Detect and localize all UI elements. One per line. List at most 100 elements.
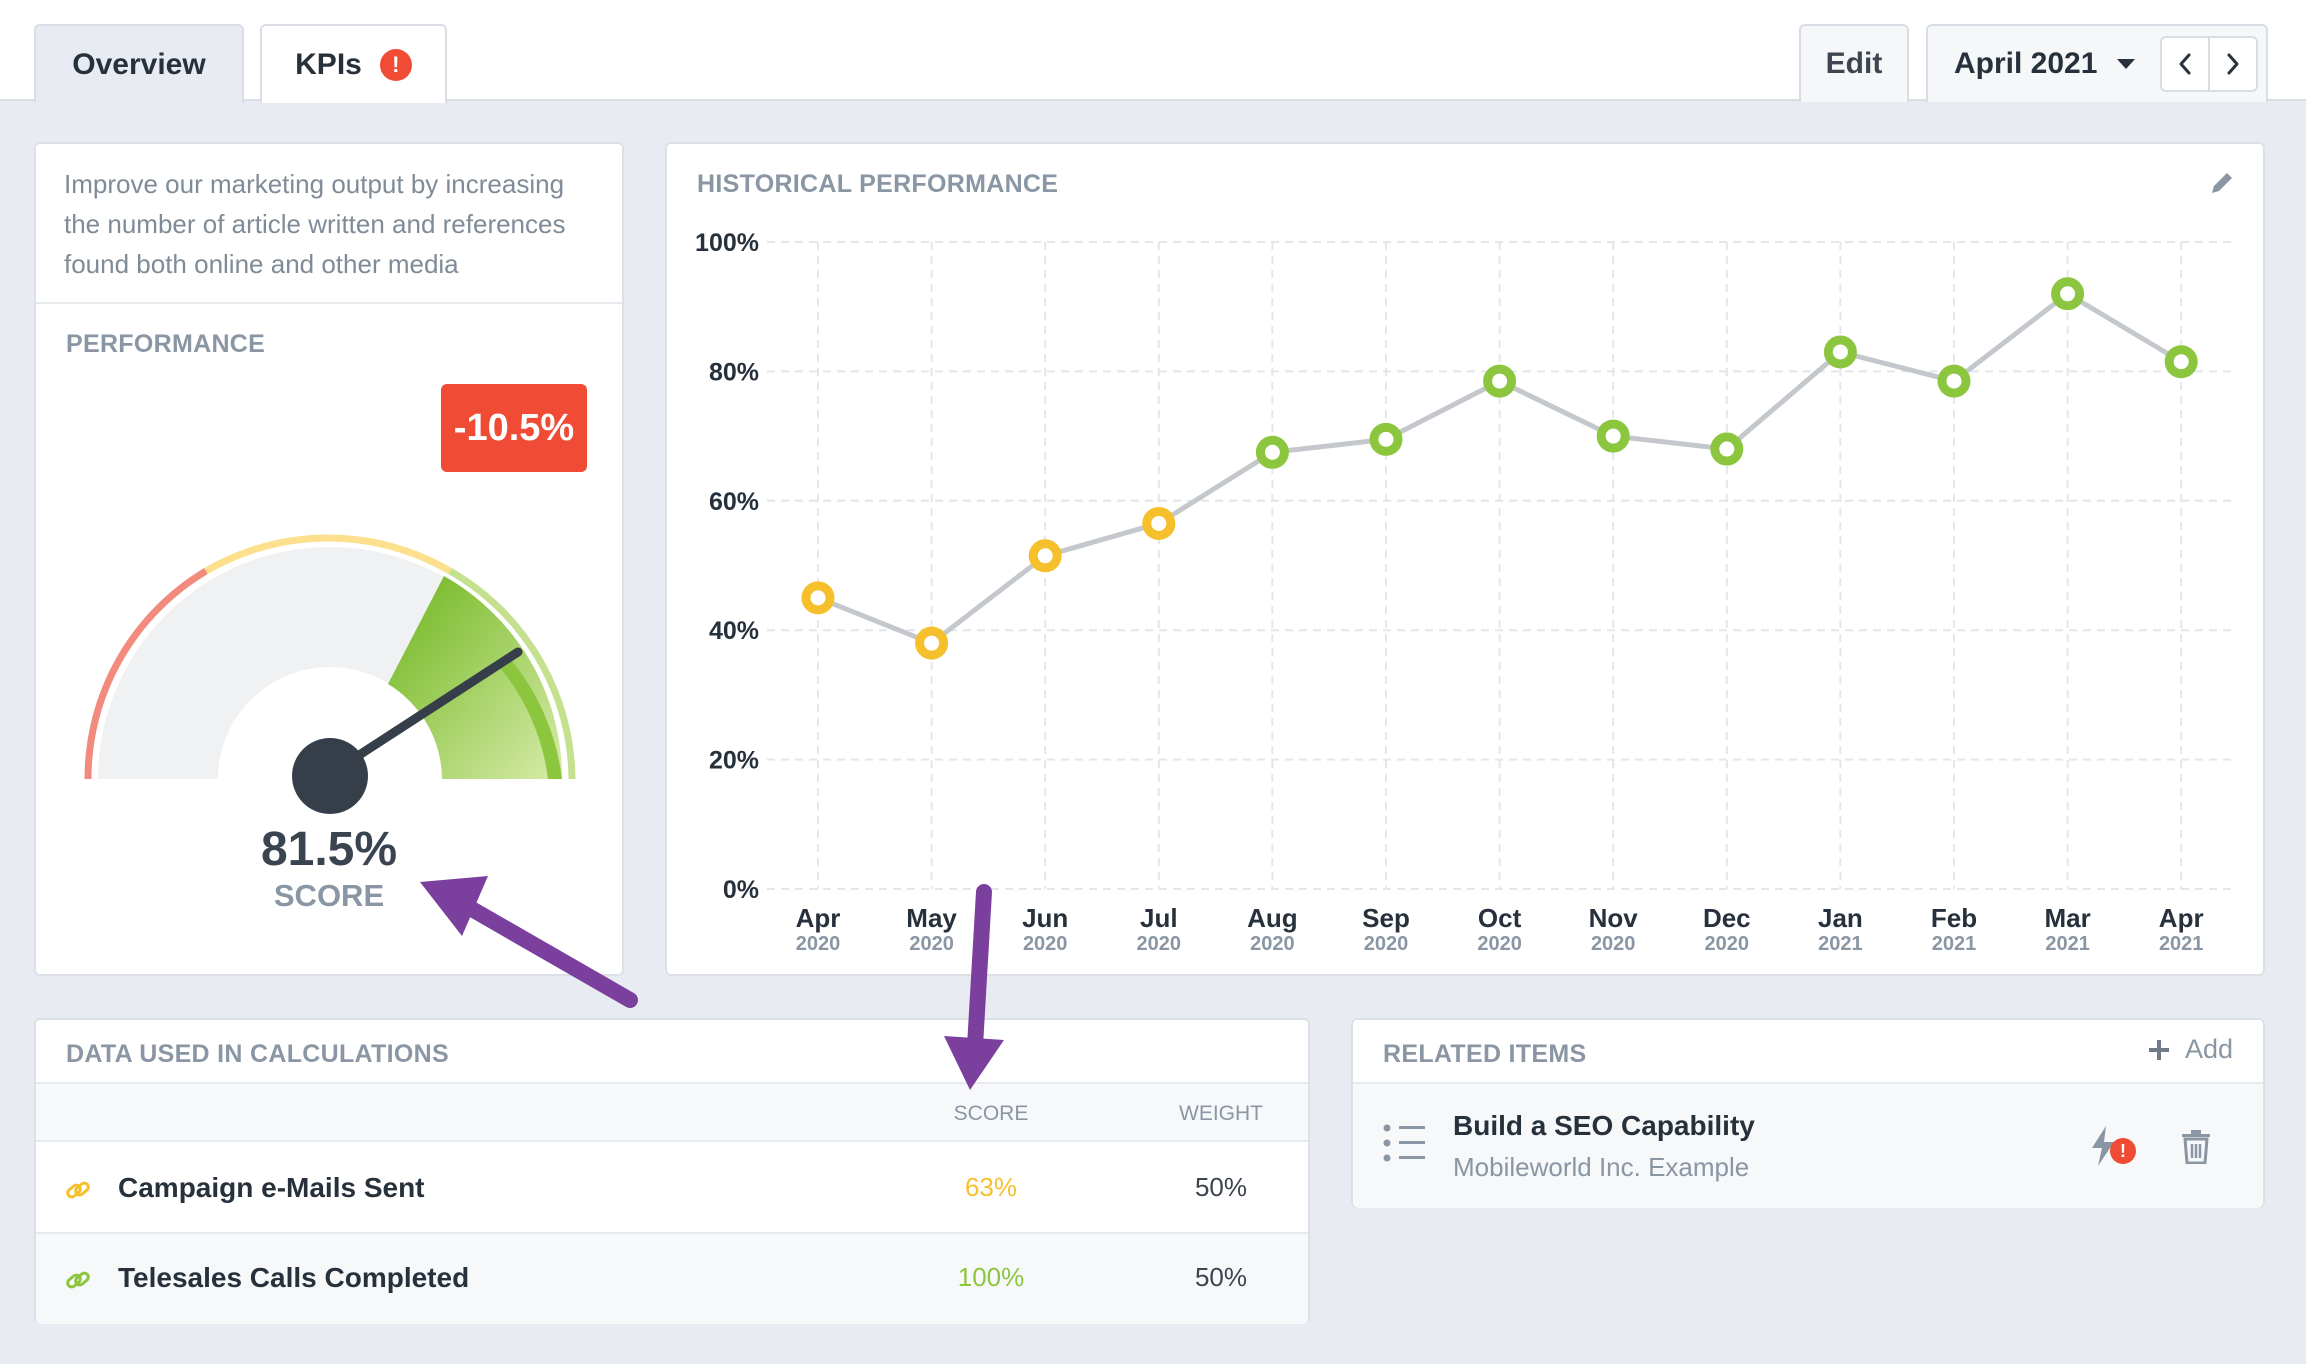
related-item-title[interactable]: Build a SEO Capability [1453, 1110, 1755, 1141]
x-tick-year: 2020 [909, 933, 954, 955]
x-tick-year: 2021 [2045, 933, 2090, 955]
gauge-needle [325, 647, 523, 779]
data-point [1710, 432, 1744, 466]
plus-icon [2148, 1039, 2169, 1060]
data-point [1823, 335, 1857, 369]
x-tick-month: Jan [1818, 903, 1863, 933]
alert-indicator[interactable]: ! [2090, 1126, 2140, 1170]
x-tick-year: 2020 [1250, 933, 1295, 955]
y-tick-label: 0% [723, 876, 759, 904]
related-item-subtitle: Mobileworld Inc. Example [1453, 1152, 1750, 1182]
lightning-icon [2092, 1126, 2114, 1166]
x-tick-year: 2020 [1705, 933, 1750, 955]
row-weight: 50% [1194, 1172, 1248, 1202]
x-tick-month: Aug [1247, 903, 1298, 933]
data-point [915, 626, 949, 660]
x-tick-year: 2020 [796, 933, 841, 955]
data-point [1596, 419, 1630, 453]
data-point [1142, 506, 1176, 540]
column-header-score: SCORE [953, 1102, 1029, 1125]
data-point [2164, 345, 2198, 379]
data-point [2051, 277, 2085, 311]
edit-button[interactable]: Edit [1799, 24, 1909, 102]
gauge-hub [292, 738, 368, 814]
calculations-title: DATA USED IN CALCULATIONS [66, 1040, 449, 1068]
x-tick-month: Feb [1931, 903, 1977, 933]
x-tick-month: Jun [1022, 903, 1068, 933]
data-point [801, 581, 835, 615]
previous-period-button[interactable] [2160, 36, 2210, 92]
row-score: 63% [964, 1172, 1018, 1202]
x-tick-year: 2020 [1137, 933, 1182, 955]
x-tick-month: Oct [1478, 903, 1522, 933]
row-weight: 50% [1194, 1262, 1248, 1292]
x-tick-year: 2021 [1932, 933, 1977, 955]
add-related-button[interactable]: Add [2147, 1034, 2233, 1065]
performance-title: PERFORMANCE [66, 330, 266, 358]
data-point [1937, 364, 1971, 398]
x-tick-year: 2021 [1818, 933, 1863, 955]
x-tick-month: Apr [796, 903, 841, 933]
row-score: 100% [957, 1262, 1025, 1292]
historical-performance-card: HISTORICAL PERFORMANCE 0% 20% 40% 60% 80% 100… [665, 142, 2265, 976]
x-tick-month: Dec [1703, 903, 1751, 933]
performance-card: Improve our marketing output by increasi… [34, 142, 624, 976]
x-tick-month: Nov [1589, 903, 1639, 933]
x-tick-month: Sep [1362, 903, 1410, 933]
chevron-down-icon [2117, 59, 2136, 69]
link-icon [66, 1181, 90, 1199]
x-tick-month: Apr [2159, 903, 2204, 933]
gauge-ring-yellow [204, 534, 452, 575]
link-icon [66, 1271, 90, 1289]
data-point [1483, 364, 1517, 398]
table-row[interactable]: Campaign e-Mails Sent 63% 50% [36, 1144, 1308, 1234]
add-label: Add [2184, 1034, 2233, 1064]
y-tick-label: 100% [695, 229, 759, 257]
x-tick-year: 2020 [1023, 933, 1067, 955]
y-tick-label: 60% [709, 488, 759, 516]
x-tick-year: 2021 [2159, 933, 2204, 955]
change-badge: -10.5% [441, 384, 587, 472]
x-tick-year: 2020 [1477, 933, 1522, 955]
edit-button-label: Edit [1825, 47, 1883, 80]
gauge-ring-red [84, 567, 208, 780]
y-tick-label: 40% [709, 617, 759, 645]
chevron-left-icon [2179, 53, 2191, 75]
row-name[interactable]: Campaign e-Mails Sent [118, 1172, 425, 1203]
alert-icon: ! [2110, 1138, 2136, 1164]
x-tick-year: 2020 [1591, 933, 1636, 955]
list-icon [1383, 1124, 1425, 1162]
tab-kpis-label: KPIs [295, 47, 362, 81]
related-item[interactable]: Build a SEO Capability Mobileworld Inc. … [1353, 1082, 2263, 1208]
related-items-card: RELATED ITEMS Add Build a SEO Capability… [1351, 1018, 2265, 1208]
next-period-button[interactable] [2208, 36, 2258, 92]
goal-description: Improve our marketing output by increasi… [64, 169, 566, 279]
table-row[interactable]: Telesales Calls Completed 100% 50% [36, 1234, 1308, 1324]
performance-gauge [84, 534, 576, 814]
x-tick-month: May [906, 903, 957, 933]
x-tick-year: 2020 [1364, 933, 1409, 955]
top-bar: Overview KPIs ! Edit April 2021 [0, 0, 2306, 103]
historical-line-chart: 0%20%40%60%80%100%Apr2020May2020Jun2020J… [695, 229, 2232, 955]
x-tick-month: Jul [1140, 903, 1178, 933]
related-title: RELATED ITEMS [1383, 1040, 1587, 1068]
trash-icon[interactable] [2180, 1130, 2212, 1164]
period-dropdown-label: April 2021 [1954, 47, 2098, 80]
row-name[interactable]: Telesales Calls Completed [118, 1262, 470, 1293]
y-tick-label: 80% [709, 358, 759, 386]
gauge-fill-edge [496, 654, 562, 779]
chevron-right-icon [2227, 53, 2239, 75]
y-tick-label: 20% [709, 747, 759, 775]
table-header: SCORE WEIGHT [36, 1082, 1308, 1142]
score-value: 81.5% [260, 823, 398, 876]
data-point [1028, 539, 1062, 573]
divider [36, 302, 622, 304]
tab-kpis[interactable]: KPIs ! [260, 24, 447, 103]
data-point [1255, 435, 1289, 469]
alert-icon: ! [379, 48, 412, 81]
tab-overview-label: Overview [72, 47, 206, 81]
column-header-weight: WEIGHT [1179, 1102, 1263, 1125]
tab-overview[interactable]: Overview [34, 24, 244, 103]
gauge-ring-green [448, 567, 576, 780]
edit-pencil-icon[interactable] [2207, 168, 2237, 198]
